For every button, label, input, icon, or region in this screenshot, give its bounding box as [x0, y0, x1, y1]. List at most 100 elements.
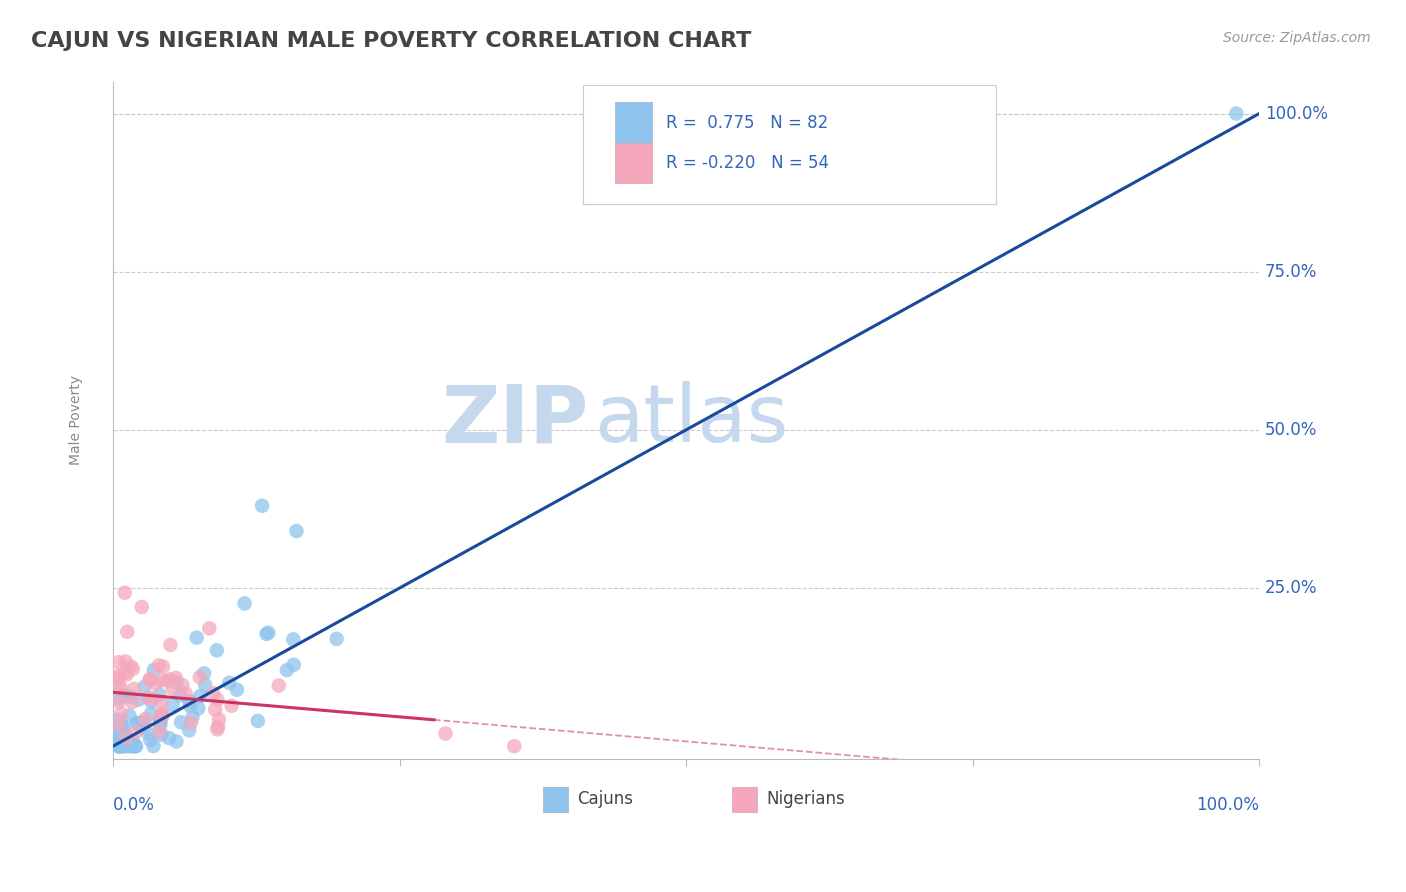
- Point: [150, 706, 173, 720]
- Text: 0.0%: 0.0%: [112, 796, 155, 814]
- Point: [150, 709, 173, 723]
- Point: [138, 726, 160, 740]
- Point: [108, 717, 131, 731]
- Point: [122, 739, 145, 753]
- Point: [108, 726, 131, 740]
- Point: [172, 678, 194, 692]
- Point: [159, 638, 181, 652]
- Point: [114, 689, 136, 703]
- Text: 100.0%: 100.0%: [1265, 104, 1329, 122]
- Point: [110, 739, 132, 753]
- Point: [115, 667, 138, 681]
- Point: [148, 688, 170, 702]
- FancyBboxPatch shape: [543, 787, 568, 813]
- Point: [152, 659, 174, 673]
- Point: [108, 668, 131, 682]
- Point: [108, 695, 131, 709]
- Point: [114, 655, 136, 669]
- Point: [226, 682, 249, 697]
- Point: [186, 631, 208, 645]
- Point: [108, 739, 131, 753]
- Point: [112, 689, 135, 703]
- Point: [205, 643, 228, 657]
- Point: [159, 673, 181, 687]
- Point: [149, 711, 172, 725]
- Point: [198, 621, 221, 635]
- Point: [108, 725, 131, 739]
- Point: [112, 734, 135, 748]
- Point: [250, 499, 273, 513]
- FancyBboxPatch shape: [733, 787, 758, 813]
- Point: [108, 691, 131, 706]
- Point: [108, 679, 131, 693]
- Point: [108, 739, 131, 753]
- Point: [149, 714, 172, 729]
- Point: [202, 686, 225, 700]
- Point: [112, 724, 135, 739]
- Point: [149, 708, 172, 723]
- Text: Cajuns: Cajuns: [578, 790, 633, 808]
- Point: [108, 739, 131, 753]
- Point: [134, 712, 156, 726]
- Point: [207, 692, 229, 706]
- Point: [125, 716, 148, 731]
- Point: [118, 708, 141, 723]
- Text: 25.0%: 25.0%: [1265, 579, 1317, 597]
- Point: [181, 710, 204, 724]
- Text: 100.0%: 100.0%: [1197, 796, 1260, 814]
- Point: [157, 731, 180, 745]
- Point: [283, 632, 305, 647]
- Point: [1225, 106, 1247, 120]
- Point: [187, 701, 209, 715]
- Text: atlas: atlas: [595, 382, 789, 459]
- Point: [233, 596, 256, 610]
- Point: [162, 698, 184, 712]
- Point: [125, 739, 148, 753]
- Point: [166, 675, 188, 690]
- Point: [165, 671, 187, 685]
- Point: [114, 665, 136, 680]
- Point: [285, 524, 308, 538]
- Point: [142, 739, 165, 753]
- Point: [149, 718, 172, 732]
- Point: [120, 735, 142, 749]
- Point: [204, 703, 226, 717]
- Text: CAJUN VS NIGERIAN MALE POVERTY CORRELATION CHART: CAJUN VS NIGERIAN MALE POVERTY CORRELATI…: [31, 31, 751, 51]
- Point: [169, 689, 191, 703]
- Text: Source: ZipAtlas.com: Source: ZipAtlas.com: [1223, 31, 1371, 45]
- Point: [110, 706, 132, 721]
- Point: [156, 673, 179, 688]
- FancyBboxPatch shape: [583, 86, 995, 203]
- Point: [267, 679, 290, 693]
- Point: [111, 739, 134, 753]
- Point: [141, 694, 163, 708]
- Point: [108, 735, 131, 749]
- Point: [139, 673, 162, 687]
- Point: [221, 698, 243, 713]
- Point: [121, 733, 143, 747]
- Point: [208, 712, 231, 726]
- Point: [325, 632, 347, 646]
- Point: [121, 662, 143, 676]
- Point: [108, 739, 131, 753]
- Point: [142, 663, 165, 677]
- Point: [115, 731, 138, 745]
- Point: [134, 680, 156, 694]
- Point: [112, 728, 135, 742]
- Point: [257, 625, 280, 640]
- Point: [141, 691, 163, 706]
- Point: [188, 689, 211, 703]
- Point: [108, 733, 131, 747]
- Point: [165, 734, 187, 748]
- Point: [179, 694, 201, 708]
- Point: [207, 723, 229, 737]
- Point: [150, 728, 173, 742]
- Point: [108, 737, 131, 751]
- Point: [246, 714, 269, 728]
- Point: [276, 663, 298, 677]
- Point: [256, 627, 278, 641]
- Point: [111, 739, 134, 753]
- FancyBboxPatch shape: [616, 143, 652, 184]
- Text: ZIP: ZIP: [441, 382, 589, 459]
- Point: [152, 708, 174, 723]
